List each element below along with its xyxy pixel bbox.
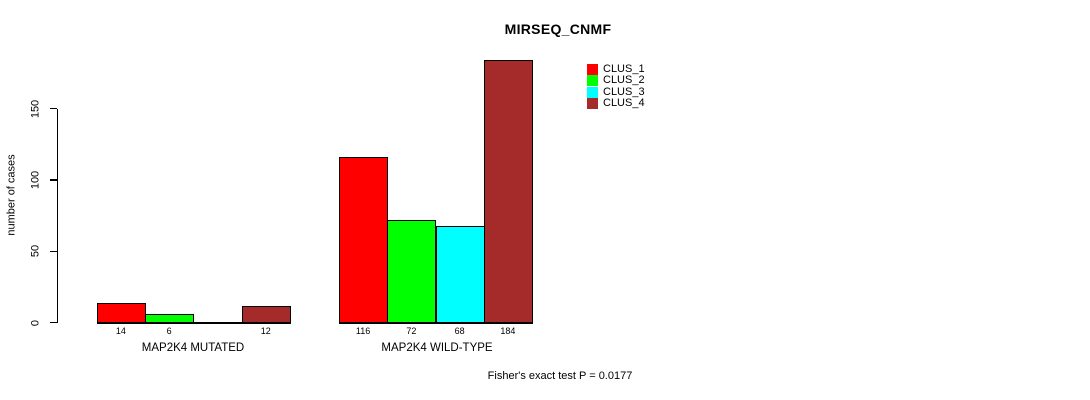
x-group-label-wildtype: MAP2K4 WILD-TYPE — [381, 342, 493, 354]
legend-swatch-CLUS_3 — [587, 86, 598, 98]
legend-swatch-CLUS_4 — [587, 98, 598, 110]
legend-label-CLUS_2: CLUS_2 — [603, 74, 645, 87]
bar-CLUS_1-group1 — [338, 157, 389, 324]
bar-CLUS_1-group0 — [96, 302, 146, 324]
bar-CLUS_4-group0 — [241, 305, 291, 324]
y-axis-tick-150 — [50, 108, 57, 110]
bar-count-CLUS_3-group1: 68 — [454, 326, 465, 336]
bar-count-CLUS_1-group0: 14 — [115, 326, 126, 336]
legend: CLUS_1 CLUS_2 CLUS_3 CLUS_4 — [587, 63, 645, 110]
bar-CLUS_2-group0 — [145, 314, 195, 324]
bar-count-CLUS_4-group0: 12 — [260, 326, 271, 336]
bar-count-CLUS_4-group1: 184 — [500, 326, 516, 336]
legend-swatch-CLUS_2 — [587, 75, 598, 87]
bar-count-CLUS_2-group0: 6 — [166, 326, 172, 336]
legend-entry-CLUS_3: CLUS_3 — [587, 85, 645, 98]
legend-entry-CLUS_4: CLUS_4 — [587, 97, 645, 110]
legend-label-CLUS_4: CLUS_4 — [603, 97, 645, 110]
y-axis-tick-label-100: 100 — [29, 170, 42, 190]
legend-label-CLUS_1: CLUS_1 — [603, 63, 645, 76]
y-axis-tick-100 — [50, 179, 57, 181]
y-axis-tick-50 — [50, 250, 57, 252]
y-axis-line — [57, 108, 59, 323]
bar-CLUS_2-group1 — [387, 219, 437, 324]
legend-entry-CLUS_1: CLUS_1 — [587, 63, 645, 76]
fisher-test-annotation: Fisher's exact test P = 0.0177 — [487, 370, 633, 382]
bar-count-CLUS_2-group1: 72 — [406, 326, 417, 336]
bar-count-CLUS_1-group1: 116 — [355, 326, 371, 336]
legend-entry-CLUS_2: CLUS_2 — [587, 74, 645, 87]
legend-swatch-CLUS_1 — [587, 64, 598, 76]
y-axis-label: number of cases — [5, 154, 18, 236]
y-axis-tick-0 — [50, 322, 57, 324]
legend-label-CLUS_3: CLUS_3 — [603, 85, 645, 98]
x-group-label-mutated: MAP2K4 MUTATED — [141, 342, 245, 354]
y-axis-tick-label-0: 0 — [29, 319, 42, 326]
chart-title: MIRSEQ_CNMF — [504, 21, 612, 37]
bar-CLUS_4-group1 — [483, 60, 534, 324]
y-axis-tick-label-50: 50 — [29, 245, 42, 258]
bar-CLUS_3-group1 — [435, 225, 485, 324]
y-axis-tick-label-150: 150 — [29, 99, 42, 118]
